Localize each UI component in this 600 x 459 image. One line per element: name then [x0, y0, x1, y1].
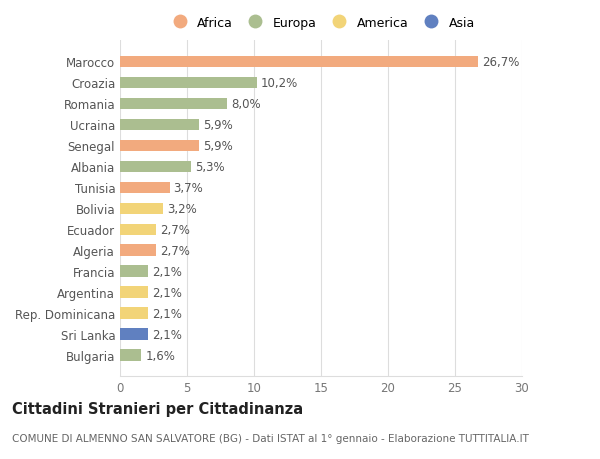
Text: 3,2%: 3,2%: [167, 202, 197, 215]
Bar: [120, 308, 148, 319]
Bar: [120, 78, 257, 89]
Bar: [120, 224, 156, 235]
Text: 2,1%: 2,1%: [152, 286, 182, 299]
Text: 2,7%: 2,7%: [160, 223, 190, 236]
Legend: Africa, Europa, America, Asia: Africa, Europa, America, Asia: [164, 14, 478, 32]
Bar: [120, 203, 163, 215]
Bar: [120, 287, 148, 298]
Text: 2,1%: 2,1%: [152, 307, 182, 320]
Text: 2,7%: 2,7%: [160, 244, 190, 257]
Bar: [120, 161, 191, 173]
Text: 10,2%: 10,2%: [260, 77, 298, 90]
Bar: [120, 182, 170, 194]
Text: 5,9%: 5,9%: [203, 140, 233, 152]
Bar: [120, 245, 156, 257]
Text: 2,1%: 2,1%: [152, 265, 182, 278]
Bar: [120, 329, 148, 340]
Text: 26,7%: 26,7%: [482, 56, 519, 69]
Text: 8,0%: 8,0%: [231, 98, 261, 111]
Text: 3,7%: 3,7%: [173, 181, 203, 195]
Bar: [120, 98, 227, 110]
Text: Cittadini Stranieri per Cittadinanza: Cittadini Stranieri per Cittadinanza: [12, 401, 303, 416]
Bar: [120, 266, 148, 277]
Text: 1,6%: 1,6%: [145, 349, 175, 362]
Bar: [120, 350, 142, 361]
Text: 2,1%: 2,1%: [152, 328, 182, 341]
Bar: [120, 56, 478, 68]
Text: 5,9%: 5,9%: [203, 118, 233, 132]
Bar: [120, 140, 199, 152]
Text: 5,3%: 5,3%: [195, 161, 224, 174]
Text: COMUNE DI ALMENNO SAN SALVATORE (BG) - Dati ISTAT al 1° gennaio - Elaborazione T: COMUNE DI ALMENNO SAN SALVATORE (BG) - D…: [12, 433, 529, 442]
Bar: [120, 119, 199, 131]
